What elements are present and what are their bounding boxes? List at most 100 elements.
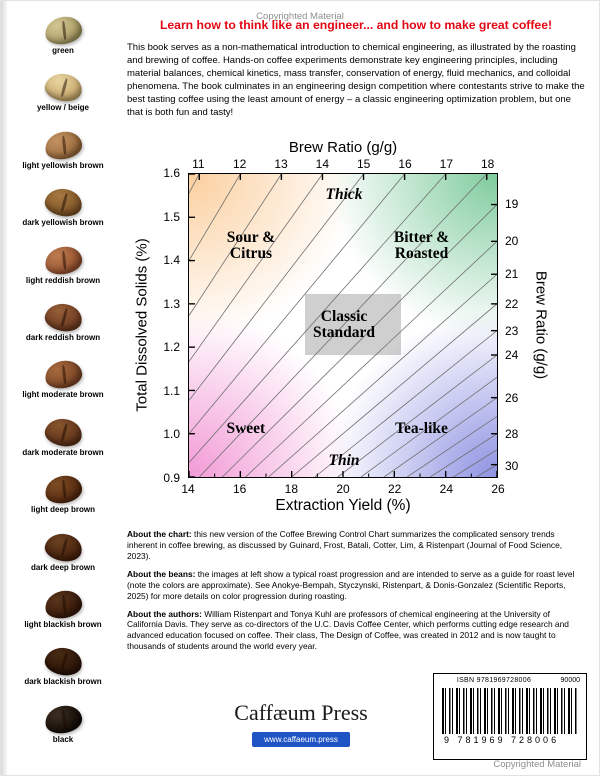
barcode-bars [442,688,578,734]
x-tick: 18 [284,482,299,496]
bean-label: light blackish brown [24,619,102,629]
right-tick: 28 [505,427,519,442]
right-tick: 26 [505,391,519,406]
y-tick: 1.5 [163,209,180,224]
coffee-bean-image [42,587,84,621]
x-tick: 16 [232,482,247,496]
coffee-bean-image [42,185,84,220]
about-paragraph: About the authors: William Ristenpart an… [127,609,587,653]
right-tick: 30 [505,458,519,473]
right-tick: 22 [505,296,519,311]
y-tick: 1.2 [163,340,180,355]
top-tick: 16 [398,157,412,171]
coffee-bean-image [42,243,84,277]
bean-label: light deep brown [31,505,95,515]
right-tick-labels: 19 20 21 22 23 24 26 28 30 [502,173,528,478]
bean-item: light yellowish brown [9,128,117,187]
bean-item: light blackish brown [9,587,117,646]
copyright-watermark-bottom: Copyrighted Material [493,759,581,770]
bean-item: black [9,702,117,761]
right-tick: 20 [505,233,519,248]
roast-progression-column: green yellow / beige light yellowish bro… [9,13,117,761]
coffee-bean-image [42,71,84,105]
y-tick: 1.0 [163,427,180,442]
coffee-bean-image [42,473,84,507]
region-label: Sweet [226,419,266,437]
y-axis-title: Total Dissolved Solids (%) [133,238,151,412]
right-tick: 21 [505,266,519,281]
coffee-bean-image [42,300,84,335]
region-label: Thick [325,185,363,203]
about-paragraph: About the beans: the images at left show… [127,569,587,602]
barcode-digits: 9 781969 728006 [444,735,560,745]
x-tick: 24 [439,482,454,496]
right-tick: 24 [505,348,519,363]
bean-label: dark reddish brown [25,332,101,342]
bottom-tick-labels: 14 16 18 20 22 24 26 [181,482,504,496]
barcode: ISBN 9781969728006 90000 9 781969 728006 [433,673,587,760]
bean-label: black [52,734,74,744]
right-tick: 19 [505,196,519,211]
brew-ratio-lines [189,174,497,477]
region-label: Classic Standard [312,308,376,342]
top-tick-labels: 11 12 13 14 15 16 17 18 [188,157,498,171]
bean-label: dark yellowish brown [22,218,104,228]
coffee-bean-image [42,530,84,564]
bean-item: light reddish brown [9,243,117,302]
about-lead: About the beans: [127,568,196,579]
bean-label: green [52,46,74,55]
top-tick: 11 [192,157,205,171]
publisher-url: www.caffaeum.press [252,732,350,747]
bean-item: light moderate brown [9,358,117,416]
about-text: the images at left show a typical roast … [127,568,575,601]
coffee-bean-image [42,702,84,736]
x-tick: 20 [336,482,350,496]
y-tick: 1.6 [163,166,180,180]
isbn-text: ISBN 9781969728006 [456,677,532,684]
top-axis-title: Brew Ratio (g/g) [288,139,398,156]
tagline: Learn how to think like an engineer... a… [159,18,553,32]
publisher-name: Caffæum Press [234,700,368,725]
bean-item: dark moderate brown [9,415,117,474]
bean-label: dark moderate brown [22,447,104,457]
region-label: Bitter & Roasted [393,228,450,262]
top-tick: 12 [232,157,247,171]
bean-label: light reddish brown [25,275,101,285]
x-axis-title: Extraction Yield (%) [275,497,411,514]
about-lead: About the chart: [127,529,192,539]
about-text: this new version of the Coffee Brewing C… [127,529,563,561]
intro-paragraph: This book serves as a non-mathematical i… [127,42,585,118]
bean-item: dark yellowish brown [9,185,117,244]
y-tick: 1.4 [163,253,180,268]
top-tick: 14 [315,157,330,171]
about-section: About the chart: this new version of the… [127,529,587,659]
bean-label: dark blackish brown [24,677,102,687]
bean-label: yellow / beige [36,103,89,113]
about-text: William Ristenpart and Tonya Kuhl are pr… [127,608,569,652]
y-tick: 0.9 [163,471,180,485]
about-paragraph: About the chart: this new version of the… [127,529,587,562]
right-tick: 23 [505,323,519,338]
about-lead: About the authors: [127,608,202,619]
bean-item: green [9,13,117,72]
top-tick: 18 [480,157,495,171]
region-label: Thin [328,451,360,469]
top-tick: 13 [274,157,288,171]
region-label: Sour & Citrus [226,228,276,262]
coffee-bean-image [42,358,84,392]
x-tick: 26 [491,482,505,496]
price-code: 90000 [560,677,580,684]
coffee-bean-image [42,13,84,48]
bean-item: dark reddish brown [9,300,117,359]
coffee-bean-image [42,415,84,450]
plot-area: Thick Sour & Citrus Bitter & Roasted Classi… [188,173,498,478]
bean-item: dark blackish brown [9,645,117,703]
bean-item: dark deep brown [9,530,117,589]
left-tick-labels: 0.9 1.0 1.1 1.2 1.3 1.4 1.5 1.6 [151,166,184,485]
bean-item: light deep brown [9,473,117,531]
classic-standard-box [305,293,401,355]
right-axis-title: Brew Ratio (g/g) [532,270,550,380]
y-tick: 1.3 [163,296,180,311]
bean-label: light yellowish brown [22,160,104,170]
x-tick: 22 [387,482,402,496]
